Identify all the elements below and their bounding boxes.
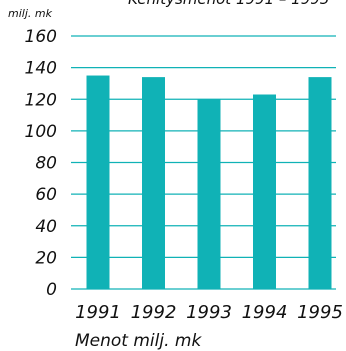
y-tick-label: 120 [25,90,57,110]
bar-1993 [197,99,221,289]
y-tick-labels: 0 20 40 60 80 100 120 140 160 [25,27,57,300]
x-tick-label-1993: 1993 [186,302,232,323]
x-tick-label-1994: 1994 [242,302,288,323]
bar-1992 [142,77,165,289]
x-tick-labels: 1991 1992 1993 1994 1995 [75,302,343,323]
bar-1991 [86,75,110,289]
y-tick-label: 0 [46,280,57,300]
x-axis-label: Menot milj. mk [75,331,202,351]
y-tick-label: 60 [35,185,57,205]
y-tick-label: 100 [25,122,57,142]
x-tick-label-1995: 1995 [297,302,343,323]
x-tick-label-1991: 1991 [75,302,121,323]
y-tick-label: 40 [35,217,57,237]
y-tick-label: 160 [25,27,57,47]
y-tick-label: 80 [35,154,57,174]
y-tick-label: 140 [25,59,57,79]
bar-1995 [308,77,332,289]
chart-title: Kehitysmenot 1991 – 1995 [128,0,329,8]
bars [86,75,332,289]
x-tick-label-1992: 1992 [131,302,177,323]
y-tick-label: 20 [35,248,57,268]
y-unit-label: milj. mk [8,7,53,20]
bar-1994 [253,94,276,289]
